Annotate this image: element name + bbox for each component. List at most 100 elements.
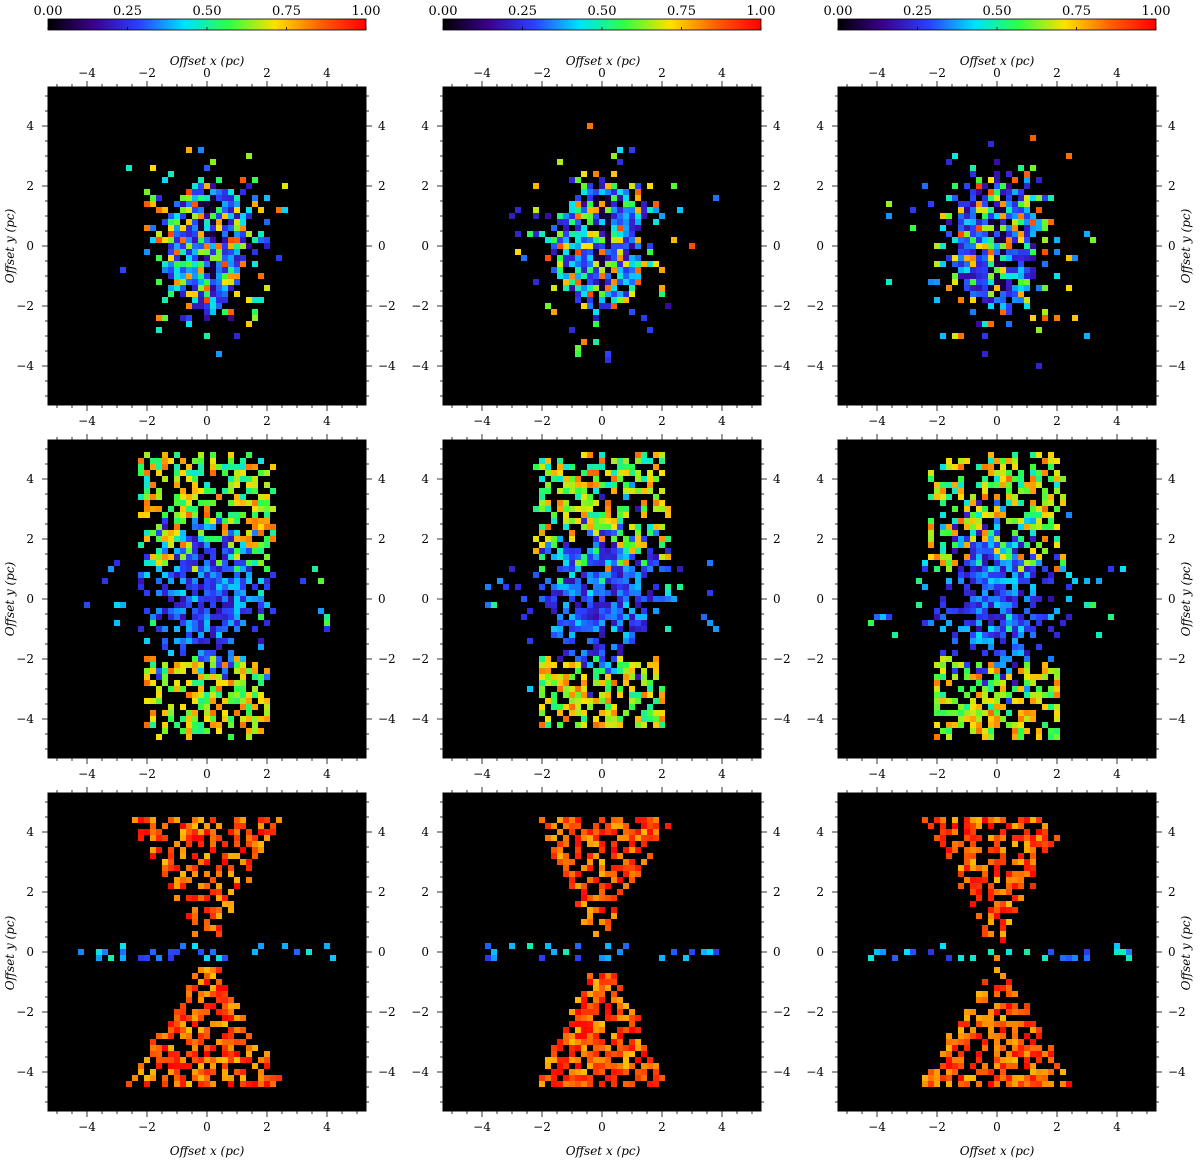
y-tick-label-right: −4 [1168, 712, 1186, 726]
heatmap-cell [976, 680, 982, 686]
heatmap-cell [958, 716, 964, 722]
heatmap-cell [198, 572, 204, 578]
heatmap-cell [222, 536, 228, 542]
heatmap-cell [605, 213, 611, 219]
heatmap-cell [545, 506, 551, 512]
heatmap-cell [1066, 255, 1072, 261]
heatmap-cell [1006, 488, 1012, 494]
heatmap-cell [581, 500, 587, 506]
heatmap-cell [258, 542, 264, 548]
heatmap-cell [192, 261, 198, 267]
heatmap-cell [946, 566, 952, 572]
heatmap-cell [168, 171, 174, 177]
heatmap-cell [1024, 219, 1030, 225]
heatmap-cell [557, 686, 563, 692]
heatmap-cell [563, 548, 569, 554]
heatmap-cell [976, 524, 982, 530]
heatmap-cell [994, 177, 1000, 183]
heatmap-cell [611, 476, 617, 482]
x-tick-label: 4 [323, 414, 331, 428]
heatmap-cell [1054, 476, 1060, 482]
heatmap-cell [952, 506, 958, 512]
heatmap-cell [934, 608, 940, 614]
heatmap-cell [198, 632, 204, 638]
heatmap-cells [509, 123, 719, 363]
heatmap-cell [1018, 488, 1024, 494]
heatmap-cell [174, 638, 180, 644]
heatmap-cell [186, 476, 192, 482]
heatmap-cell [222, 267, 228, 273]
heatmap-cell [264, 506, 270, 512]
heatmap-cell [174, 261, 180, 267]
heatmap-cell [623, 614, 629, 620]
heatmap-cell [186, 291, 192, 297]
heatmap-cell [617, 506, 623, 512]
heatmap-cell [635, 488, 641, 494]
heatmap-cell [216, 566, 222, 572]
heatmap-cell [210, 309, 216, 315]
heatmap-cell [1012, 572, 1018, 578]
heatmap-cell [617, 189, 623, 195]
heatmap-cell [617, 560, 623, 566]
heatmap-cell [264, 494, 270, 500]
heatmap-cell [198, 674, 204, 680]
heatmap-cell [964, 554, 970, 560]
heatmap-cell [192, 219, 198, 225]
y-tick-label-right: 4 [1168, 472, 1176, 486]
heatmap-cell [1024, 710, 1030, 716]
heatmap-cell [653, 584, 659, 590]
x-tick-label: 2 [658, 414, 666, 428]
heatmap-cell [581, 249, 587, 255]
heatmap-cell [545, 488, 551, 494]
heatmap-cell [1042, 548, 1048, 554]
heatmap-cell [1036, 614, 1042, 620]
heatmap-cell [240, 542, 246, 548]
heatmap-cell [258, 578, 264, 584]
heatmap-cell [952, 632, 958, 638]
heatmap-cell [922, 584, 928, 590]
heatmap-cell [192, 722, 198, 728]
heatmap-cell [252, 506, 258, 512]
heatmap-cell [970, 219, 976, 225]
heatmap-cell [563, 506, 569, 512]
heatmap-cell [970, 560, 976, 566]
heatmap-cell [1036, 518, 1042, 524]
heatmap-cell [228, 518, 234, 524]
heatmap-cell [599, 231, 605, 237]
heatmap-cell [629, 524, 635, 530]
heatmap-cell [144, 722, 150, 728]
x-tick-label: −4 [78, 767, 96, 781]
heatmap-cell [982, 213, 988, 219]
heatmap-cell [994, 494, 1000, 500]
heatmap-cell [1012, 201, 1018, 207]
heatmap-cell [264, 219, 270, 225]
heatmap-cell [623, 207, 629, 213]
heatmap-cell [593, 189, 599, 195]
x-tick-label: −2 [928, 767, 946, 781]
heatmap-cell [1030, 530, 1036, 536]
heatmap-cell [198, 189, 204, 195]
heatmap-cell [557, 548, 563, 554]
heatmap-cell [252, 1063, 258, 1069]
heatmap-cell [1048, 656, 1054, 662]
heatmap-cell [1030, 614, 1036, 620]
x-tick-label: 2 [658, 767, 666, 781]
heatmap-cell [641, 716, 647, 722]
y-tick-label-right: −2 [1168, 652, 1186, 666]
heatmap-cell [210, 710, 216, 716]
heatmap-cell [593, 644, 599, 650]
heatmap-cell [270, 524, 276, 530]
heatmap-cell [940, 674, 946, 680]
heatmap-cell [958, 578, 964, 584]
heatmap-cell [593, 285, 599, 291]
heatmap-cell [581, 626, 587, 632]
heatmap-cell [964, 584, 970, 590]
heatmap-cell [174, 464, 180, 470]
heatmap-cell [1012, 662, 1018, 668]
heatmap-cell [581, 512, 587, 518]
heatmap-cell [976, 189, 982, 195]
heatmap-cell [150, 195, 156, 201]
heatmap-cell [144, 488, 150, 494]
heatmap-cell [701, 614, 707, 620]
